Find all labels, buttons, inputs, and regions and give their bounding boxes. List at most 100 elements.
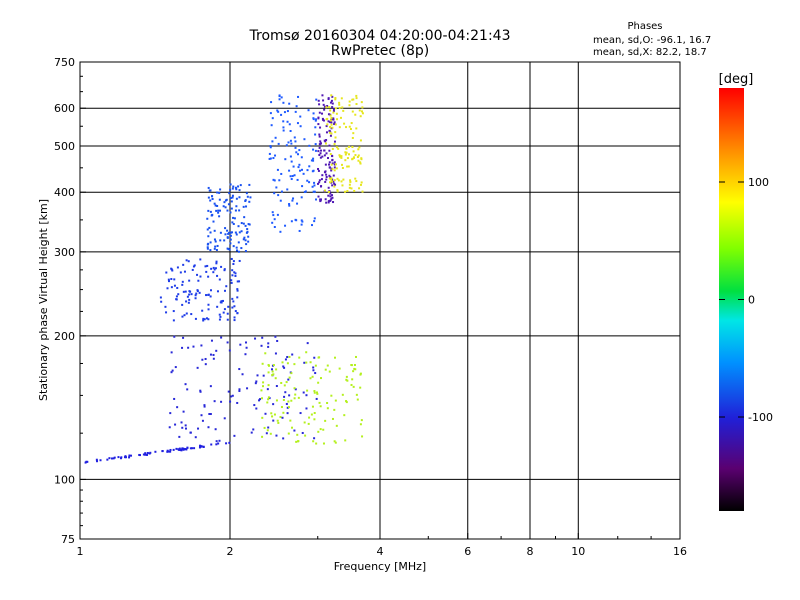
scatter-point bbox=[335, 167, 338, 170]
scatter-point bbox=[289, 175, 292, 178]
scatter-point bbox=[288, 123, 291, 126]
scatter-point bbox=[164, 305, 167, 308]
scatter-point bbox=[315, 442, 318, 445]
scatter-point bbox=[329, 181, 332, 184]
scatter-point bbox=[181, 448, 184, 451]
scatter-point bbox=[211, 213, 214, 216]
scatter-point bbox=[291, 426, 294, 429]
scatter-point bbox=[325, 139, 328, 142]
scatter-point bbox=[361, 190, 364, 193]
scatter-point bbox=[226, 247, 229, 250]
scatter-point bbox=[318, 133, 321, 136]
scatter-point bbox=[192, 345, 195, 348]
scatter-point bbox=[350, 364, 353, 367]
scatter-point bbox=[335, 424, 338, 427]
scatter-point bbox=[349, 128, 352, 131]
scatter-point bbox=[165, 271, 168, 274]
scatter-point bbox=[357, 154, 360, 157]
scatter-point bbox=[190, 313, 193, 316]
scatter-point bbox=[337, 179, 340, 182]
scatter-point bbox=[346, 190, 349, 193]
scatter-point bbox=[354, 355, 357, 358]
scatter-point bbox=[289, 129, 292, 132]
scatter-point bbox=[333, 143, 336, 146]
scatter-point bbox=[229, 400, 232, 403]
scatter-point bbox=[169, 448, 172, 451]
scatter-point bbox=[323, 154, 326, 157]
scatter-point bbox=[329, 134, 332, 137]
scatter-point bbox=[244, 353, 247, 356]
scatter-point bbox=[223, 201, 226, 204]
scatter-point bbox=[275, 368, 278, 371]
scatter-point bbox=[336, 177, 339, 180]
colorbar-tick-label: -100 bbox=[748, 411, 773, 424]
scatter-point bbox=[245, 205, 248, 208]
scatter-point bbox=[331, 147, 334, 150]
scatter-point bbox=[238, 389, 241, 392]
scatter-point bbox=[199, 275, 202, 278]
scatter-point bbox=[182, 410, 185, 413]
scatter-point bbox=[327, 113, 330, 116]
scatter-point bbox=[108, 457, 111, 460]
scatter-point bbox=[272, 419, 275, 422]
scatter-point bbox=[321, 174, 324, 177]
scatter-point bbox=[320, 149, 323, 152]
scatter-point bbox=[218, 278, 221, 281]
scatter-point bbox=[272, 373, 275, 376]
scatter-point bbox=[332, 109, 335, 112]
scatter-point bbox=[232, 300, 235, 303]
scatter-point bbox=[178, 435, 181, 438]
scatter-point bbox=[286, 110, 289, 113]
scatter-point bbox=[236, 401, 239, 404]
scatter-point bbox=[245, 192, 248, 195]
scatter-point bbox=[202, 317, 205, 320]
scatter-point bbox=[282, 398, 285, 401]
scatter-point bbox=[222, 205, 225, 208]
scatter-point bbox=[291, 199, 294, 202]
scatter-point bbox=[207, 235, 210, 238]
scatter-point bbox=[269, 146, 272, 149]
scatter-point bbox=[197, 427, 200, 430]
scatter-point bbox=[232, 222, 235, 225]
y-tick-label: 200 bbox=[54, 330, 75, 343]
scatter-point bbox=[172, 319, 175, 322]
scatter-point bbox=[333, 166, 336, 169]
scatter-point bbox=[355, 180, 358, 183]
scatter-point bbox=[318, 143, 321, 146]
scatter-point bbox=[311, 375, 314, 378]
scatter-point bbox=[331, 106, 334, 109]
scatter-point bbox=[193, 264, 196, 267]
scatter-point bbox=[327, 120, 330, 123]
scatter-point bbox=[247, 223, 250, 226]
scatter-point bbox=[359, 423, 362, 426]
scatter-point bbox=[288, 203, 291, 206]
scatter-point bbox=[319, 126, 322, 129]
scatter-point bbox=[204, 357, 207, 360]
scatter-point bbox=[247, 235, 250, 238]
scatter-point bbox=[333, 356, 336, 359]
scatter-point bbox=[230, 231, 233, 234]
scatter-point bbox=[357, 148, 360, 151]
scatter-point bbox=[213, 268, 216, 271]
scatter-point bbox=[312, 366, 315, 369]
scatter-point bbox=[319, 200, 322, 203]
scatter-point bbox=[345, 378, 348, 381]
scatter-point bbox=[317, 195, 320, 198]
scatter-point bbox=[294, 110, 297, 113]
scatter-point bbox=[230, 200, 233, 203]
scatter-point bbox=[294, 140, 297, 143]
scatter-point bbox=[297, 153, 300, 156]
scatter-point bbox=[349, 179, 352, 182]
scatter-point bbox=[247, 240, 250, 243]
scatter-point bbox=[177, 293, 180, 296]
scatter-point bbox=[313, 220, 316, 223]
scatter-point bbox=[282, 126, 285, 129]
scatter-point bbox=[267, 345, 270, 348]
scatter-point bbox=[282, 120, 285, 123]
scatter-point bbox=[305, 351, 308, 354]
scatter-point bbox=[220, 336, 223, 339]
scatter-point bbox=[209, 295, 212, 298]
scatter-point bbox=[219, 239, 222, 242]
scatter-point bbox=[332, 118, 335, 121]
scatter-point bbox=[361, 110, 364, 113]
